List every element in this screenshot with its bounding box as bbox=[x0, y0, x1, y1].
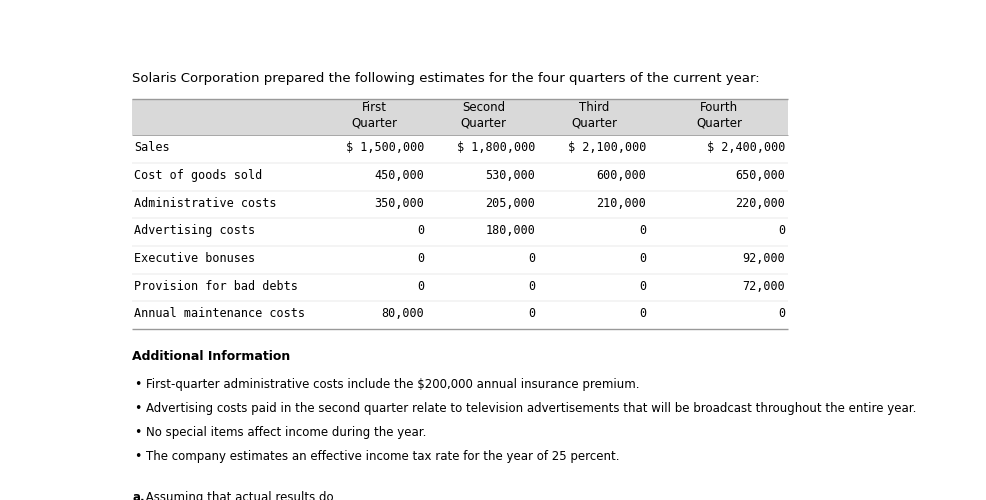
Text: $ 1,500,000: $ 1,500,000 bbox=[346, 141, 424, 154]
Text: Fourth
Quarter: Fourth Quarter bbox=[696, 101, 742, 130]
Text: Executive bonuses: Executive bonuses bbox=[134, 252, 255, 265]
Text: 0: 0 bbox=[778, 308, 785, 320]
Text: •: • bbox=[134, 402, 141, 415]
Text: 0: 0 bbox=[417, 224, 424, 237]
Text: Assuming that actual results do: Assuming that actual results do bbox=[142, 491, 338, 500]
Bar bbox=[132, 98, 788, 135]
Text: Provision for bad debts: Provision for bad debts bbox=[134, 280, 298, 293]
Text: 220,000: 220,000 bbox=[736, 196, 785, 209]
Text: No special items affect income during the year.: No special items affect income during th… bbox=[146, 426, 427, 439]
Text: 0: 0 bbox=[639, 224, 646, 237]
Text: 650,000: 650,000 bbox=[736, 169, 785, 182]
Text: Advertising costs: Advertising costs bbox=[134, 224, 255, 237]
Text: 600,000: 600,000 bbox=[597, 169, 646, 182]
Text: Cost of goods sold: Cost of goods sold bbox=[134, 169, 262, 182]
Text: The company estimates an effective income tax rate for the year of 25 percent.: The company estimates an effective incom… bbox=[146, 450, 619, 462]
Text: •: • bbox=[134, 426, 141, 439]
Text: •: • bbox=[134, 378, 141, 391]
Text: 350,000: 350,000 bbox=[375, 196, 424, 209]
Text: $ 2,400,000: $ 2,400,000 bbox=[707, 141, 785, 154]
Text: Administrative costs: Administrative costs bbox=[134, 196, 276, 209]
Text: First
Quarter: First Quarter bbox=[351, 101, 397, 130]
Text: Advertising costs paid in the second quarter relate to television advertisements: Advertising costs paid in the second qua… bbox=[146, 402, 917, 415]
Text: 0: 0 bbox=[528, 308, 535, 320]
Text: Second
Quarter: Second Quarter bbox=[460, 101, 507, 130]
Text: Solaris Corporation prepared the following estimates for the four quarters of th: Solaris Corporation prepared the followi… bbox=[132, 72, 760, 86]
Text: Sales: Sales bbox=[134, 141, 170, 154]
Text: 0: 0 bbox=[639, 308, 646, 320]
Text: 210,000: 210,000 bbox=[597, 196, 646, 209]
Text: Additional Information: Additional Information bbox=[132, 350, 291, 364]
Text: 72,000: 72,000 bbox=[742, 280, 785, 293]
Text: 0: 0 bbox=[528, 252, 535, 265]
Text: 0: 0 bbox=[639, 252, 646, 265]
Text: Annual maintenance costs: Annual maintenance costs bbox=[134, 308, 305, 320]
Text: •: • bbox=[134, 450, 141, 462]
Text: $ 2,100,000: $ 2,100,000 bbox=[568, 141, 646, 154]
Text: 530,000: 530,000 bbox=[485, 169, 535, 182]
Text: 92,000: 92,000 bbox=[742, 252, 785, 265]
Text: 0: 0 bbox=[639, 280, 646, 293]
Text: a.: a. bbox=[132, 491, 145, 500]
Text: First-quarter administrative costs include the $200,000 annual insurance premium: First-quarter administrative costs inclu… bbox=[146, 378, 640, 391]
Text: 180,000: 180,000 bbox=[485, 224, 535, 237]
Text: 450,000: 450,000 bbox=[375, 169, 424, 182]
Text: 0: 0 bbox=[417, 252, 424, 265]
Text: 205,000: 205,000 bbox=[485, 196, 535, 209]
Text: 0: 0 bbox=[778, 224, 785, 237]
Text: $ 1,800,000: $ 1,800,000 bbox=[457, 141, 535, 154]
Text: Third
Quarter: Third Quarter bbox=[571, 101, 617, 130]
Text: 0: 0 bbox=[417, 280, 424, 293]
Text: 0: 0 bbox=[528, 280, 535, 293]
Text: 80,000: 80,000 bbox=[382, 308, 424, 320]
